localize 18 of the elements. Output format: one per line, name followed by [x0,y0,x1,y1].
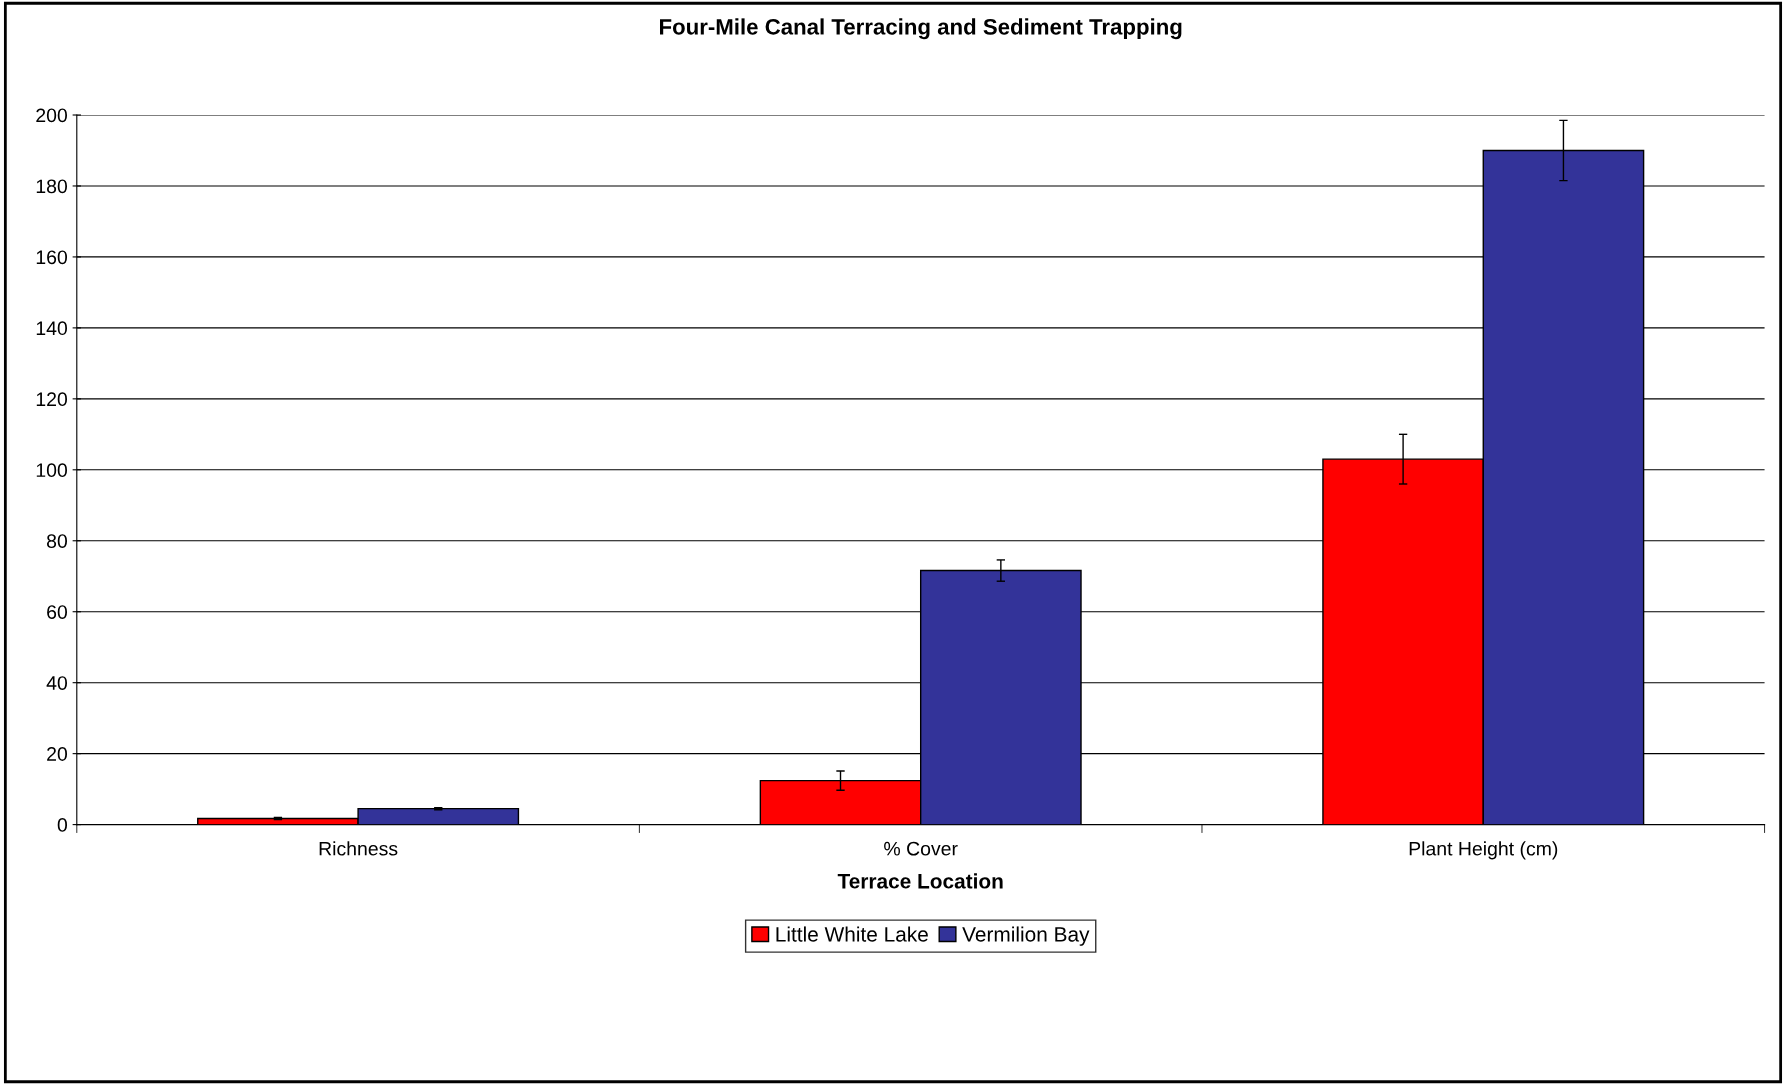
x-tick-label: % Cover [884,841,958,856]
x-tick-label: Plant Height (cm) [1409,841,1558,860]
x-axis-title: Terrace Location [837,873,1003,889]
y-tick-label: 160 [36,250,68,265]
y-tick-label: 120 [36,392,68,407]
x-tick-label: Richness [319,841,398,856]
legend-label: Vermilion Bay [962,926,1090,946]
legend-label: Little White Lake [776,926,928,942]
y-tick-label: 140 [36,321,68,336]
y-tick-label: 20 [47,747,68,761]
y-tick-label: 100 [36,463,68,478]
y-tick-label: 60 [47,605,68,619]
y-tick-label: 0 [57,818,68,832]
y-tick-label: 180 [36,179,68,194]
chart-title: Four-Mile Canal Terracing and Sediment Trapping [660,18,1182,40]
y-tick-label: 80 [46,534,68,548]
y-tick-label: 40 [46,676,68,690]
y-tick-label: 200 [36,108,68,123]
